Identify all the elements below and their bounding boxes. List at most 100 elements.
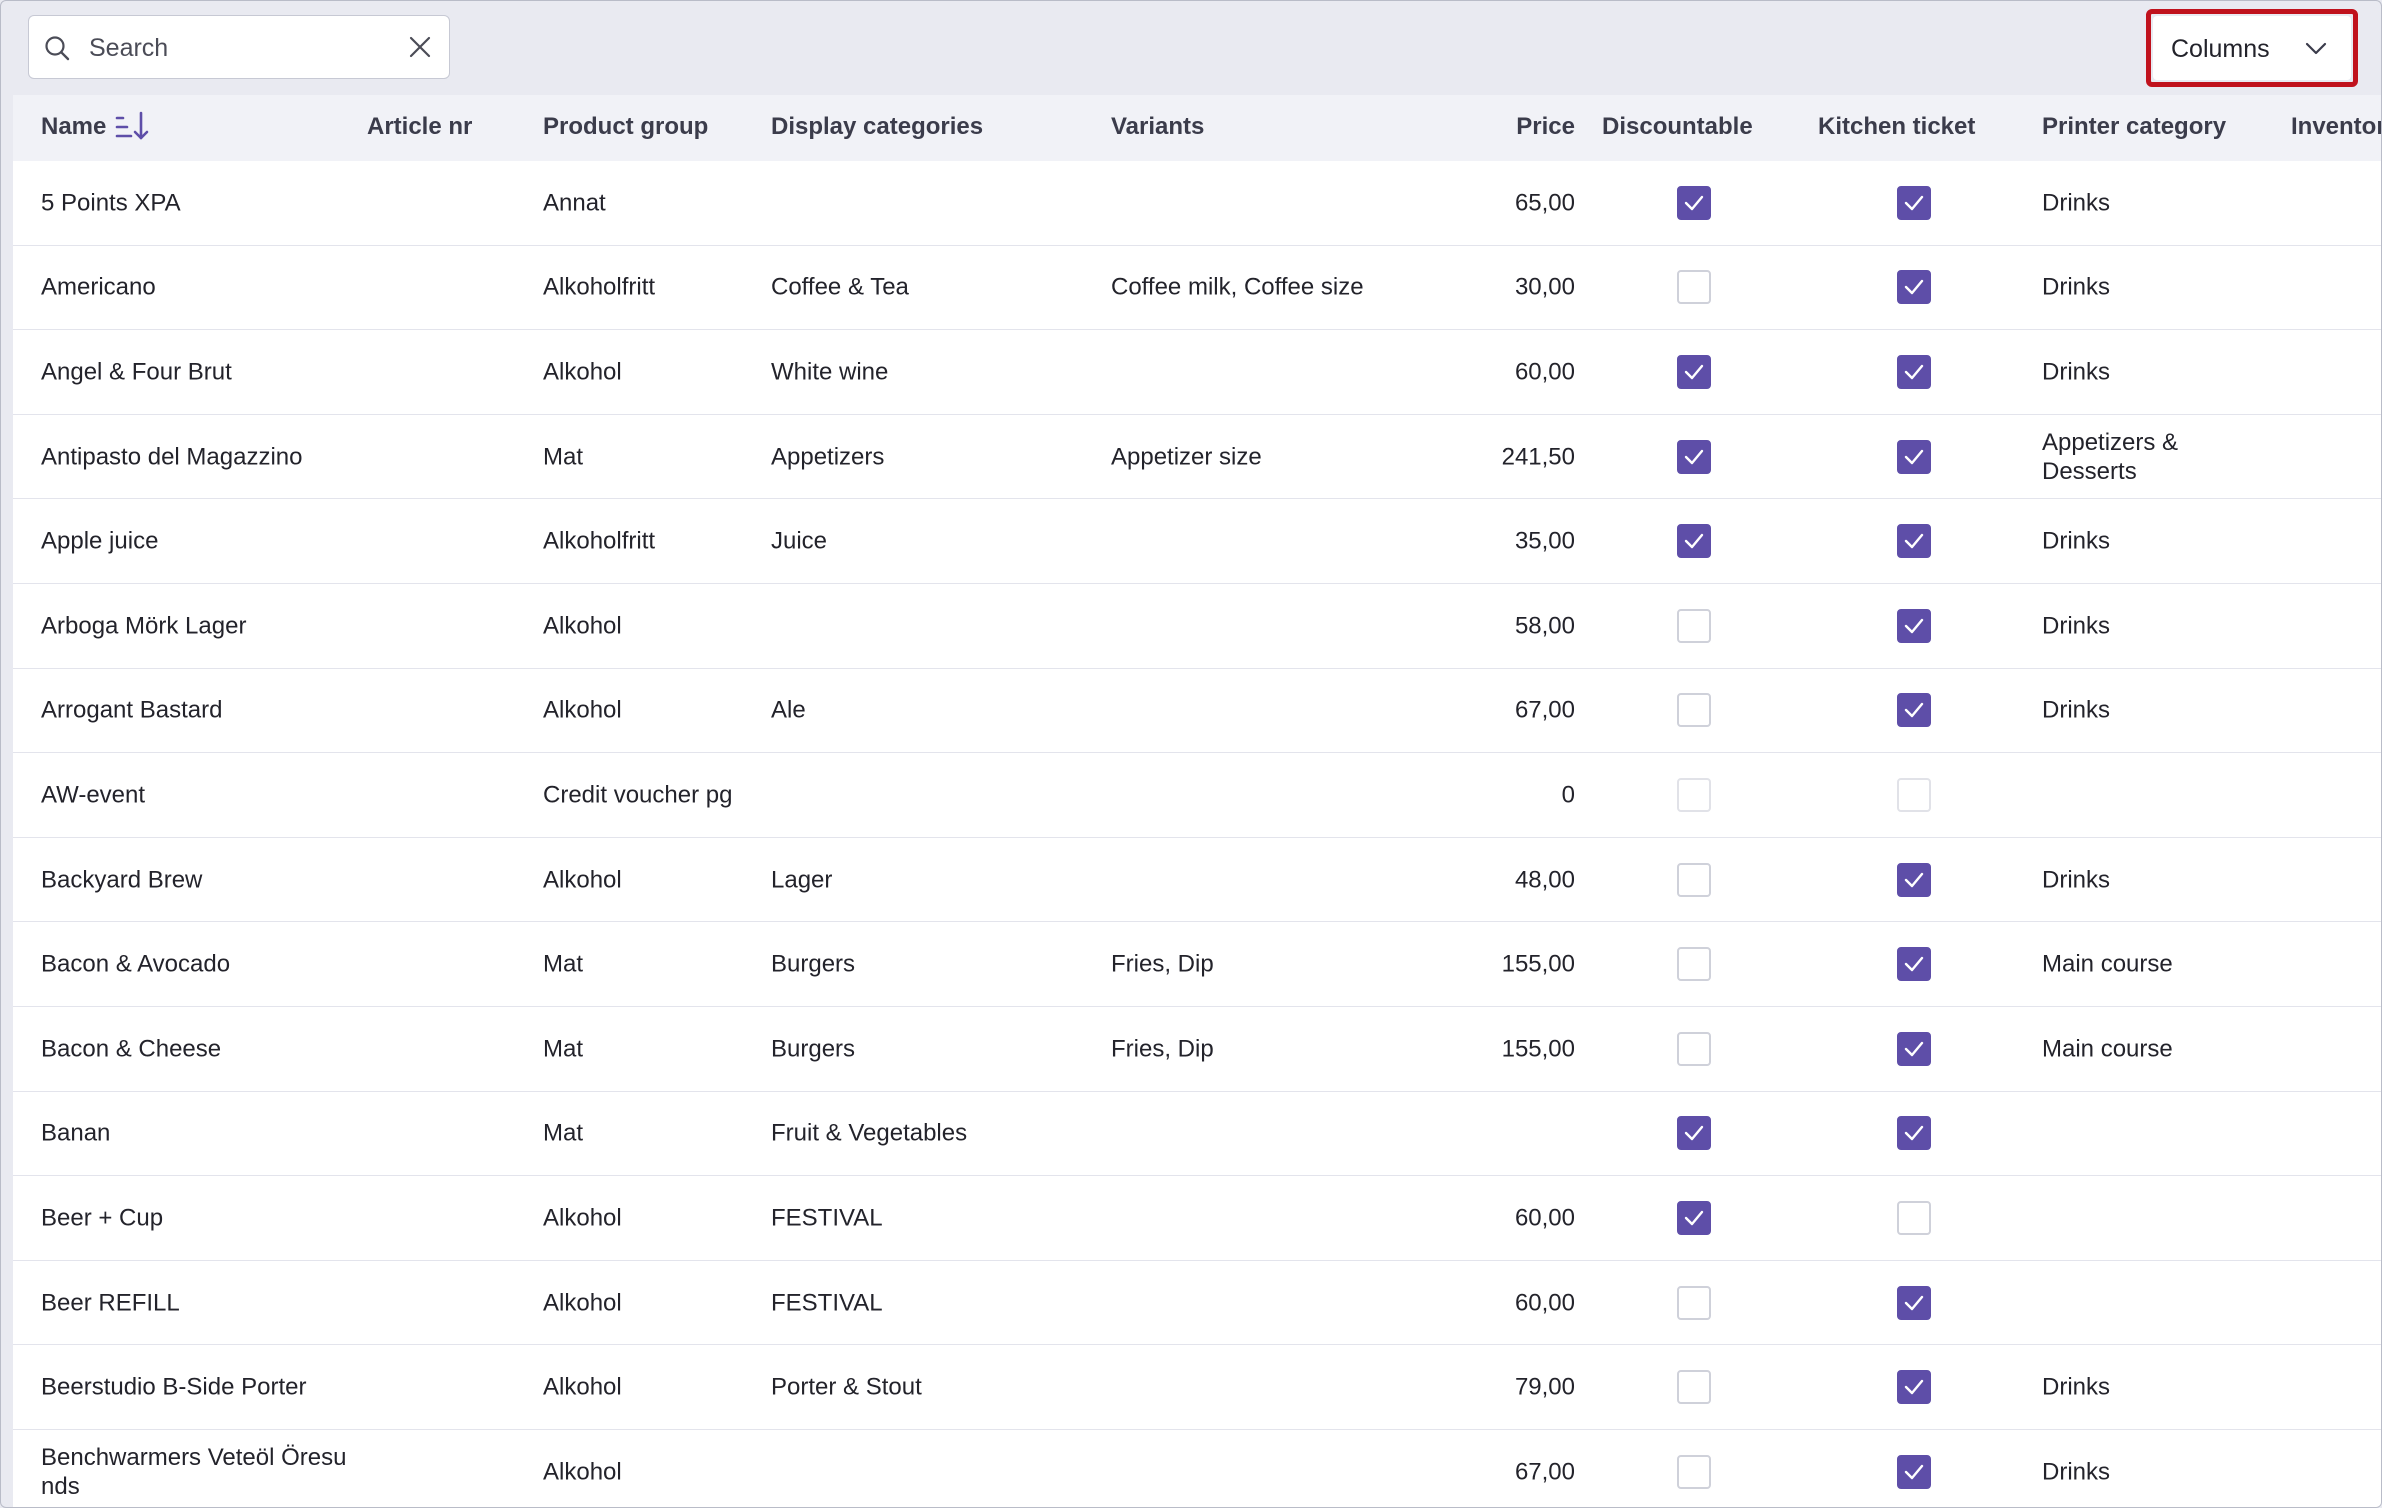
printer-category-cell: Drinks — [2042, 866, 2111, 894]
kitchen-ticket-checkbox — [1897, 777, 1931, 812]
product-name-cell: Beer REFILL — [41, 1289, 180, 1317]
product-name-cell: Antipasto del Magazzino — [41, 443, 303, 471]
printer-category-cell: Appetizers & Desserts — [2042, 428, 2179, 485]
kitchen-ticket-checkbox[interactable] — [1897, 524, 1931, 559]
product-name-cell: Arrogant Bastard — [41, 696, 223, 724]
table-row[interactable]: Benchwarmers Veteöl Öresu nds Alkohol 67,0… — [13, 1430, 2381, 1507]
discountable-checkbox[interactable] — [1677, 693, 1711, 728]
column-header-kitchen-ticket[interactable]: Kitchen ticket — [1818, 113, 1976, 140]
table-row[interactable]: Backyard Brew Alkohol Lager 48,00 Drinks — [13, 838, 2381, 923]
table-row[interactable]: Apple juice Alkoholfritt Juice 35,00 Drinks — [13, 499, 2381, 584]
kitchen-ticket-checkbox[interactable] — [1897, 270, 1931, 305]
table-row[interactable]: Bacon & Avocado Mat Burgers Fries, Dip 155,0… — [13, 922, 2381, 1007]
product-name-cell: Bacon & Cheese — [41, 1035, 222, 1063]
discountable-checkbox[interactable] — [1677, 1285, 1711, 1320]
display-categories-cell: Lager — [771, 866, 833, 894]
product-name-cell: 5 Points XPA — [41, 189, 181, 217]
price-cell: 241,50 — [1501, 443, 1575, 471]
discountable-checkbox[interactable] — [1677, 524, 1711, 559]
product-name-cell: Bacon & Avocado — [41, 950, 231, 978]
discountable-checkbox[interactable] — [1677, 1370, 1711, 1405]
product-group-cell: Alkoholfritt — [543, 527, 656, 555]
display-categories-cell: Juice — [771, 527, 828, 555]
kitchen-ticket-checkbox[interactable] — [1897, 1454, 1931, 1489]
kitchen-ticket-checkbox-cell — [1897, 270, 1931, 305]
variants-cell: Appetizer size — [1111, 443, 1262, 471]
kitchen-ticket-checkbox-cell — [1897, 693, 1931, 728]
kitchen-ticket-checkbox-cell — [1897, 862, 1931, 897]
columns-dropdown-button[interactable]: Columns — [2153, 16, 2351, 80]
table-row[interactable]: Arboga Mörk Lager Alkohol 58,00 Drinks — [13, 584, 2381, 669]
price-cell: 60,00 — [1514, 1289, 1575, 1317]
column-header-variants[interactable]: Variants — [1111, 113, 1205, 140]
table-row[interactable]: Beerstudio B-Side Porter Alkohol Porter & … — [13, 1345, 2381, 1430]
discountable-checkbox-cell — [1677, 354, 1711, 389]
kitchen-ticket-checkbox[interactable] — [1897, 185, 1931, 220]
product-group-cell: Mat — [543, 1035, 584, 1063]
column-header-display-categories[interactable]: Display categories — [771, 113, 984, 140]
table-row[interactable]: Arrogant Bastard Alkohol Ale 67,00 Drinks — [13, 669, 2381, 754]
discountable-checkbox[interactable] — [1677, 947, 1711, 982]
product-group-cell: Alkohol — [543, 696, 622, 724]
kitchen-ticket-checkbox[interactable] — [1897, 947, 1931, 982]
discountable-checkbox[interactable] — [1677, 439, 1711, 474]
table-row[interactable]: Beer + Cup Alkohol FESTIVAL 60,00 — [13, 1176, 2381, 1261]
column-header-printer-category[interactable]: Printer category — [2042, 113, 2227, 140]
search-box[interactable] — [28, 15, 450, 79]
kitchen-ticket-checkbox[interactable] — [1897, 1370, 1931, 1405]
column-header-discountable[interactable]: Discountable — [1602, 113, 1753, 140]
printer-category-cell: Main course — [2042, 1035, 2173, 1063]
kitchen-ticket-checkbox[interactable] — [1897, 354, 1931, 389]
kitchen-ticket-checkbox[interactable] — [1897, 1285, 1931, 1320]
kitchen-ticket-checkbox-cell — [1897, 524, 1931, 559]
display-categories-cell: Porter & Stout — [771, 1373, 922, 1401]
printer-category-cell: Drinks — [2042, 1373, 2111, 1401]
kitchen-ticket-checkbox[interactable] — [1897, 439, 1931, 474]
display-categories-cell: Coffee & Tea — [771, 273, 909, 301]
discountable-checkbox[interactable] — [1677, 1031, 1711, 1066]
discountable-checkbox[interactable] — [1677, 270, 1711, 305]
table-row[interactable]: Beer REFILL Alkohol FESTIVAL 60,00 — [13, 1261, 2381, 1346]
search-input[interactable] — [87, 26, 411, 70]
kitchen-ticket-checkbox[interactable] — [1897, 1116, 1931, 1151]
close-icon[interactable] — [407, 34, 433, 60]
discountable-checkbox[interactable] — [1677, 354, 1711, 389]
discountable-checkbox[interactable] — [1677, 1116, 1711, 1151]
printer-category-cell: Drinks — [2042, 612, 2111, 640]
column-header-inventory[interactable]: Inventor — [2291, 113, 2381, 140]
product-name-cell: Apple juice — [41, 527, 159, 555]
printer-category-cell: Main course — [2042, 950, 2173, 978]
table-row[interactable]: Americano Alkoholfritt Coffee & Tea Coffee … — [13, 246, 2381, 331]
kitchen-ticket-checkbox[interactable] — [1897, 862, 1931, 897]
product-name-cell: Beerstudio B-Side Porter — [41, 1373, 307, 1401]
discountable-checkbox-cell — [1677, 608, 1711, 643]
column-header-name[interactable]: Name — [41, 113, 107, 140]
kitchen-ticket-checkbox[interactable] — [1897, 1031, 1931, 1066]
price-cell: 155,00 — [1501, 1035, 1575, 1063]
table-row[interactable]: Banan Mat Fruit & Vegetables — [13, 1092, 2381, 1177]
discountable-checkbox[interactable] — [1677, 608, 1711, 643]
product-group-cell: Alkohol — [543, 1458, 622, 1486]
product-group-cell: Alkohol — [543, 1204, 622, 1232]
discountable-checkbox-cell — [1677, 439, 1711, 474]
discountable-checkbox[interactable] — [1677, 862, 1711, 897]
column-header-article[interactable]: Article nr — [367, 113, 473, 140]
printer-category-cell: Drinks — [2042, 189, 2111, 217]
table-row[interactable]: Bacon & Cheese Mat Burgers Fries, Dip 155,00… — [13, 1007, 2381, 1092]
sort-ascending-icon[interactable] — [114, 109, 150, 143]
discountable-checkbox[interactable] — [1677, 1454, 1711, 1489]
table-row[interactable]: AW-event Credit voucher pg 0 — [13, 753, 2381, 838]
discountable-checkbox[interactable] — [1677, 185, 1711, 220]
table-row[interactable]: Angel & Four Brut Alkohol White wine 60,00 D… — [13, 330, 2381, 415]
table-row[interactable]: Antipasto del Magazzino Mat Appetizers Appe… — [13, 415, 2381, 500]
discountable-checkbox-cell — [1677, 185, 1711, 220]
kitchen-ticket-checkbox[interactable] — [1897, 608, 1931, 643]
table-row[interactable]: 5 Points XPA Annat 65,00 Drinks — [13, 161, 2381, 246]
discountable-checkbox[interactable] — [1677, 1200, 1711, 1235]
products-table: Name Article nr Product group Display ca… — [13, 95, 2381, 1507]
column-header-product-group[interactable]: Product group — [543, 113, 709, 140]
kitchen-ticket-checkbox[interactable] — [1897, 693, 1931, 728]
display-categories-cell: Burgers — [771, 950, 856, 978]
column-header-price[interactable]: Price — [1516, 113, 1575, 140]
kitchen-ticket-checkbox[interactable] — [1897, 1200, 1931, 1235]
